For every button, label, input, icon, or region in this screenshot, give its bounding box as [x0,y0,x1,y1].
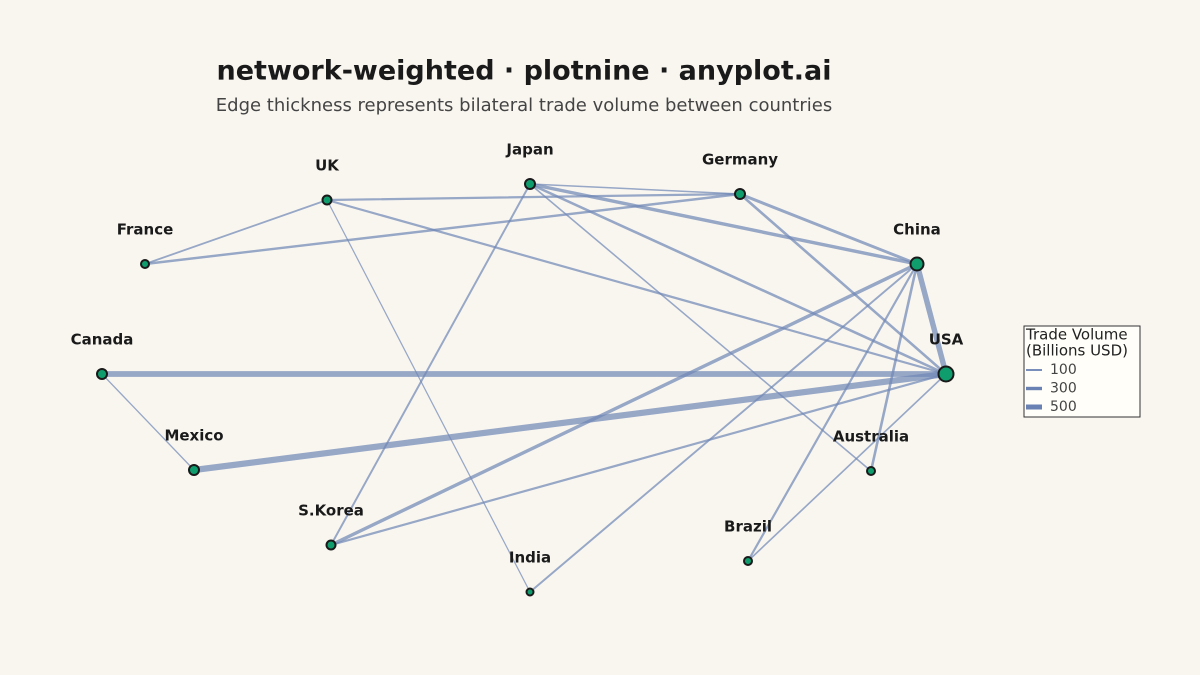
node-label: Canada [71,331,134,349]
title: network-weighted · plotnine · anyplot.ai [217,56,832,87]
node-label: France [117,221,174,239]
edge [190,370,950,474]
node [909,256,925,272]
edge [529,183,741,195]
node [524,178,536,190]
edge [738,192,948,376]
node [188,464,200,476]
node-label: Brazil [724,518,772,536]
edge [529,263,918,593]
edge [747,373,947,562]
legend-label: 500 [1050,399,1077,415]
edge [529,183,872,472]
legend-title: Trade Volume [1025,326,1128,344]
edge [101,373,195,471]
legend-title: (Billions USD) [1026,342,1128,360]
node-label: S.Korea [298,502,364,520]
node [734,188,746,200]
node-label: USA [929,331,964,349]
edge [330,183,531,546]
node-label: Mexico [164,427,223,445]
node [525,587,535,597]
node-label: India [509,549,551,567]
node-label: Japan [505,141,553,159]
node [140,259,150,269]
node-label: Germany [702,151,778,169]
edge [738,192,919,266]
edge [326,199,531,593]
node [937,365,955,383]
edge [528,182,948,376]
legend: Trade Volume (Billions USD) 100 300 500 [1023,325,1141,418]
edge [746,262,919,563]
edges [99,182,950,593]
edge [144,199,328,265]
legend-label: 100 [1050,362,1077,378]
edge [329,372,948,547]
node [866,466,876,476]
node-label: China [893,221,941,239]
node [321,194,333,206]
node [96,368,108,380]
edge [329,262,919,547]
node [325,539,337,551]
legend-box [1023,325,1141,418]
node [743,556,753,566]
legend-label: 300 [1050,381,1077,397]
edge [325,192,742,202]
subtitle: Edge thickness represents bilateral trad… [216,95,832,116]
node-label: UK [315,157,340,175]
nodes: France UK Japan Germany China USA Australia Bra… [71,141,964,597]
node-label: Australia [833,428,909,446]
edge [528,182,919,266]
edge [914,261,949,377]
edge [325,198,948,376]
